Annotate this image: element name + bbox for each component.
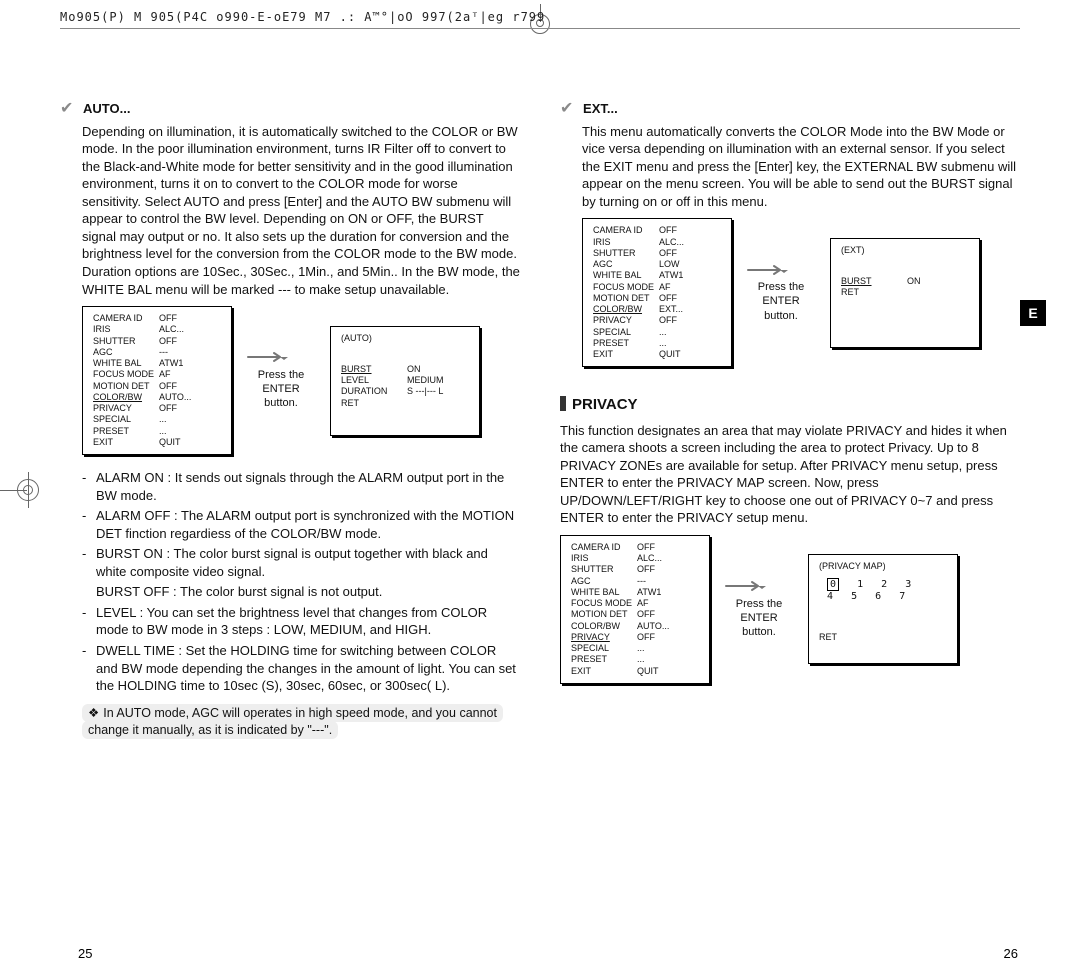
privacy-menu-row: CAMERA IDOFFIRISALC...SHUTTEROFFAGC---WH…: [560, 535, 1020, 684]
privacymap-title: (PRIVACY MAP): [819, 561, 947, 572]
section-tab-e: E: [1020, 300, 1046, 326]
ext-heading: EXT...: [583, 101, 618, 116]
auto-menu-row: CAMERA IDOFFIRISALC...SHUTTEROFFAGC---WH…: [82, 306, 520, 455]
page-number-left: 25: [78, 946, 92, 961]
page-number-right: 26: [1004, 946, 1018, 961]
osd-auto-submenu: (AUTO)BURSTONLEVELMEDIUMDURATIONS ---|--…: [330, 326, 480, 436]
arrow-icon: [746, 264, 790, 276]
osd-main-menu-ext: CAMERA IDOFFIRISALC...SHUTTEROFFAGCLOWWH…: [582, 218, 732, 367]
arrow-icon: [246, 351, 290, 363]
privacy-heading-text: PRIVACY: [572, 396, 638, 413]
auto-body: Depending on illumination, it is automat…: [82, 123, 520, 298]
osd-main-menu-auto: CAMERA IDOFFIRISALC...SHUTTEROFFAGC---WH…: [82, 306, 232, 455]
privacymap-ret: RET: [819, 632, 947, 643]
document-page: Mo905(P) M 905(P4C o990-E-oE79 M7 .: A™°…: [0, 0, 1080, 979]
auto-bullet-list: -ALARM ON : It sends out signals through…: [82, 469, 520, 695]
osd-main-menu-privacy: CAMERA IDOFFIRISALC...SHUTTEROFFAGC---WH…: [560, 535, 710, 684]
right-column: ✔ EXT... This menu automatically convert…: [560, 99, 1020, 738]
press-enter-caption: Press the ENTER button.: [746, 280, 816, 323]
privacy-map-grid: 0 1 2 3 4 5 6 7: [827, 579, 947, 604]
osd-privacymap-submenu: (PRIVACY MAP) 0 1 2 3 4 5 6 7 RET: [808, 554, 958, 664]
privacy-heading: PRIVACY: [560, 395, 1020, 415]
agc-note-text: In AUTO mode, AGC will operates in high …: [88, 706, 497, 737]
check-icon: ✔: [560, 98, 573, 120]
crop-mark-left: [0, 476, 50, 504]
arrow-icon: [724, 580, 768, 592]
check-icon: ✔: [60, 98, 73, 120]
header-code-line: Mo905(P) M 905(P4C o990-E-oE79 M7 .: A™°…: [60, 10, 1020, 29]
press-enter-caption: Press the ENTER button.: [724, 597, 794, 640]
ext-body: This menu automatically converts the COL…: [582, 123, 1020, 211]
left-column: ✔ AUTO... Depending on illumination, it …: [60, 99, 520, 738]
ext-menu-row: CAMERA IDOFFIRISALC...SHUTTEROFFAGCLOWWH…: [582, 218, 1020, 367]
auto-heading: AUTO...: [83, 101, 130, 116]
osd-ext-submenu: (EXT)BURSTONRET: [830, 238, 980, 348]
privacy-body: This function designates an area that ma…: [560, 422, 1020, 527]
agc-note: ❖In AUTO mode, AGC will operates in high…: [82, 705, 520, 739]
press-enter-caption: Press the ENTER button.: [246, 368, 316, 411]
